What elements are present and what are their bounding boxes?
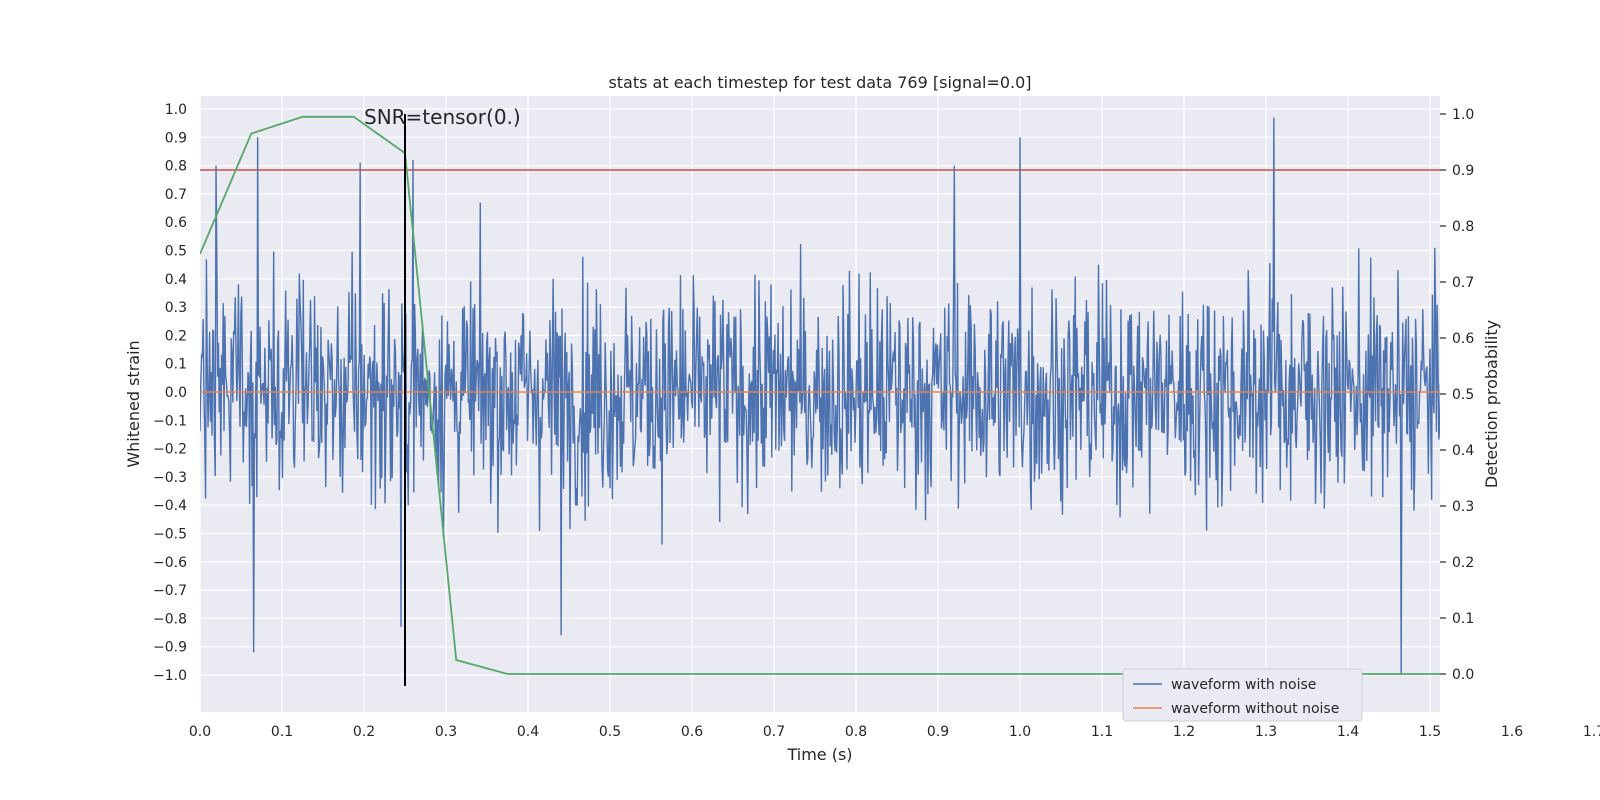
y-tick-label: −0.8 [153, 611, 187, 627]
plot-area [200, 114, 1440, 686]
y-tick-label: −0.9 [153, 640, 187, 656]
y-tick-label: −0.1 [153, 413, 187, 429]
x-tick-label: 1.3 [1255, 724, 1277, 740]
y-tick-label: 0.6 [165, 215, 187, 231]
series-detection-probability [200, 115, 1440, 675]
y-tick-label: −0.7 [153, 583, 187, 599]
x-tick-label: 0.0 [189, 724, 211, 740]
y-tick-label: 0.7 [165, 187, 187, 203]
x-tick-label: 0.7 [763, 724, 785, 740]
y-tick-label: −0.2 [153, 442, 187, 458]
x-tick-label: 1.5 [1419, 724, 1441, 740]
x-tick-label: 0.2 [353, 724, 375, 740]
y2-tick-label: 0.4 [1452, 443, 1474, 459]
y2-tick-label: 0.6 [1452, 331, 1474, 347]
y2-axis-label: Detection probability [1482, 320, 1501, 488]
x-tick-label: 1.7 [1583, 724, 1600, 740]
x-tick-label: 1.0 [1009, 724, 1031, 740]
series-waveform-with-noise [200, 117, 1440, 676]
y-tick-label: 0.1 [165, 357, 187, 373]
y-tick-label: −0.3 [153, 470, 187, 486]
y-axis-label: Whitened strain [124, 340, 143, 467]
y-tick-label: −1.0 [153, 668, 187, 684]
x-tick-label: 0.9 [927, 724, 949, 740]
x-tick-label: 1.2 [1173, 724, 1195, 740]
legend-label-waveform-with-noise: waveform with noise [1171, 677, 1316, 693]
x-tick-label: 1.6 [1501, 724, 1523, 740]
chart-title: stats at each timestep for test data 769… [608, 73, 1031, 92]
y-tick-label: −0.6 [153, 555, 187, 571]
y-tick-label: 0.2 [165, 328, 187, 344]
x-tick-label: 0.1 [271, 724, 293, 740]
y2-tick-label: 0.7 [1452, 275, 1474, 291]
x-tick-label: 1.4 [1337, 724, 1359, 740]
x-tick-label: 1.1 [1091, 724, 1113, 740]
y-tick-label: 0.4 [165, 272, 187, 288]
y-tick-label: 0.8 [165, 159, 187, 175]
y-tick-label: 0.0 [165, 385, 187, 401]
y2-tick-label: 0.5 [1452, 387, 1474, 403]
y2-tick-label: 0.2 [1452, 555, 1474, 571]
y-tick-label: −0.4 [153, 498, 187, 514]
y2-tick-label: 0.9 [1452, 163, 1474, 179]
snr-annotation: SNR=tensor(0.) [364, 105, 521, 129]
x-axis-label: Time (s) [786, 745, 852, 764]
y2-tick-label: 0.0 [1452, 667, 1474, 683]
legend[interactable]: waveform with noise waveform without noi… [1122, 668, 1363, 722]
y-tick-label: 1.0 [165, 102, 187, 118]
axes: 0.0 0.1 0.2 0.3 0.4 0.5 0.6 0.7 0.8 0.9 1.0 1.1 1.2 1… [153, 102, 1600, 740]
legend-box [1122, 668, 1363, 722]
y2-tick-label: 1.0 [1452, 107, 1474, 123]
y-tick-label: −0.5 [153, 527, 187, 543]
x-tick-label: 0.6 [681, 724, 703, 740]
grid-lines [199, 96, 1595, 712]
x-tick-label: 0.3 [435, 724, 457, 740]
y-tick-label: 0.9 [165, 130, 187, 146]
x-tick-label: 0.4 [517, 724, 539, 740]
y2-tick-label: 0.1 [1452, 611, 1474, 627]
legend-label-waveform-without-noise: waveform without noise [1171, 701, 1339, 717]
y2-tick-label: 0.3 [1452, 499, 1474, 515]
y2-tick-label: 0.8 [1452, 219, 1474, 235]
y-tick-label: 0.5 [165, 244, 187, 260]
y-tick-label: 0.3 [165, 300, 187, 316]
x-tick-label: 0.8 [845, 724, 867, 740]
x-tick-label: 0.5 [599, 724, 621, 740]
